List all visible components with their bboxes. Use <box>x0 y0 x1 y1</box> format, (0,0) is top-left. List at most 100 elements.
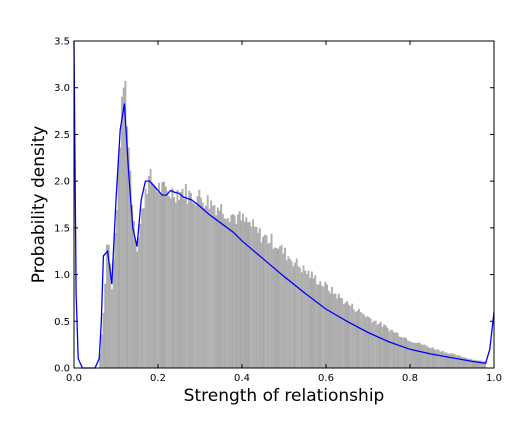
histogram-bar <box>371 322 374 368</box>
histogram-bar <box>320 285 323 368</box>
histogram-bar <box>278 246 281 368</box>
histogram-bar <box>416 343 419 368</box>
histogram-bar <box>428 348 431 368</box>
y-tick-label: 0.5 <box>54 317 70 328</box>
histogram-bar <box>169 198 172 368</box>
histogram-bar <box>218 210 221 368</box>
histogram-bar <box>233 215 236 368</box>
histogram-bar <box>166 191 169 368</box>
histogram-bar <box>410 341 412 368</box>
histogram-bar <box>134 239 137 368</box>
histogram-bar <box>408 341 411 368</box>
histogram-bar <box>164 186 167 368</box>
histogram-bar <box>105 244 108 368</box>
histogram-bar <box>226 218 229 368</box>
histogram-bar <box>104 283 107 368</box>
histogram-bar <box>366 316 369 368</box>
histogram-bar <box>99 353 102 368</box>
histogram-bar <box>450 353 453 368</box>
histogram-bar <box>457 355 460 368</box>
histogram-bar <box>302 265 305 368</box>
histogram-bar <box>141 208 144 368</box>
histogram-bar <box>374 320 377 368</box>
histogram-bar <box>181 188 184 368</box>
histogram-bar <box>420 344 423 368</box>
histogram-bar <box>280 244 283 368</box>
histogram-bar <box>161 182 164 368</box>
histogram-bar <box>336 298 339 368</box>
histogram-bar <box>398 336 401 368</box>
histogram-bar <box>260 242 263 368</box>
histogram-bar <box>346 301 349 368</box>
histogram-bar <box>331 286 334 368</box>
histogram-bar <box>482 361 485 368</box>
y-axis-ticks: 0.0 0.5 1.0 1.5 2.0 2.5 3.0 3.5 <box>54 37 494 375</box>
y-tick-label: 2.0 <box>54 177 70 188</box>
histogram-bar <box>317 284 320 368</box>
y-axis-label: Probability density <box>29 126 49 284</box>
histogram-bar <box>453 354 456 368</box>
histogram-bar <box>285 260 288 368</box>
histogram-bar <box>127 147 130 368</box>
y-tick-label: 3.5 <box>54 37 70 48</box>
histogram-bar <box>332 294 335 368</box>
histogram-bar <box>258 228 261 368</box>
histogram-bar <box>184 183 187 368</box>
y-tick-label: 2.5 <box>54 130 70 141</box>
histogram-bar <box>183 199 186 368</box>
histogram-bar <box>393 332 396 368</box>
histogram-bar <box>433 349 436 368</box>
histogram-bar <box>238 211 241 368</box>
histogram-bar <box>341 298 344 368</box>
histogram-bar <box>475 360 478 368</box>
histogram-bar <box>200 197 202 368</box>
histogram-bar <box>136 251 139 368</box>
histogram-bar <box>458 355 461 368</box>
histogram-bar <box>231 214 234 368</box>
histogram-bar <box>369 318 372 368</box>
histogram-bar <box>468 358 471 368</box>
histogram-bar <box>189 192 192 368</box>
histogram-bar <box>359 311 362 368</box>
histogram-bar <box>206 195 209 368</box>
histogram-bar <box>225 219 228 368</box>
histogram-bar <box>352 309 355 368</box>
histogram-bar <box>445 352 448 368</box>
histogram-bar <box>421 344 424 368</box>
histogram-bar <box>344 302 347 368</box>
histogram-bar <box>243 221 246 368</box>
histogram-bar <box>478 360 481 368</box>
histogram-bar <box>253 226 256 368</box>
x-axis-label: Strength of relationship <box>184 386 385 406</box>
histogram-bar <box>342 303 345 368</box>
histogram-bar <box>295 258 298 368</box>
histogram-bar <box>381 327 384 368</box>
histogram-bar <box>208 208 211 368</box>
histogram-bar <box>401 337 404 368</box>
histogram-bar <box>236 214 239 368</box>
histogram-bar <box>117 159 120 368</box>
histogram-bar <box>406 340 409 368</box>
x-tick-label: 0.8 <box>402 373 418 384</box>
histogram-bar <box>440 351 443 368</box>
histogram-bar <box>473 359 476 368</box>
histogram-bar <box>277 248 280 368</box>
histogram-bar <box>309 277 312 368</box>
histogram-bar <box>176 189 179 368</box>
histogram-bar <box>230 215 233 368</box>
histogram-bar <box>211 205 214 368</box>
histogram-bar <box>154 185 157 368</box>
histogram-bar <box>413 343 416 368</box>
histogram-bar <box>472 360 475 368</box>
histogram-bar <box>337 293 340 368</box>
histogram-bar <box>221 213 224 368</box>
histogram-bar <box>299 267 302 368</box>
histogram-bar <box>430 347 433 368</box>
histogram-bar <box>310 271 313 368</box>
y-tick-label: 0.0 <box>54 364 70 375</box>
histogram-bar <box>114 232 117 368</box>
histogram-bar <box>142 207 145 368</box>
histogram-bars <box>99 80 486 369</box>
x-tick-label: 0.4 <box>234 373 250 384</box>
histogram-bar <box>156 191 159 368</box>
